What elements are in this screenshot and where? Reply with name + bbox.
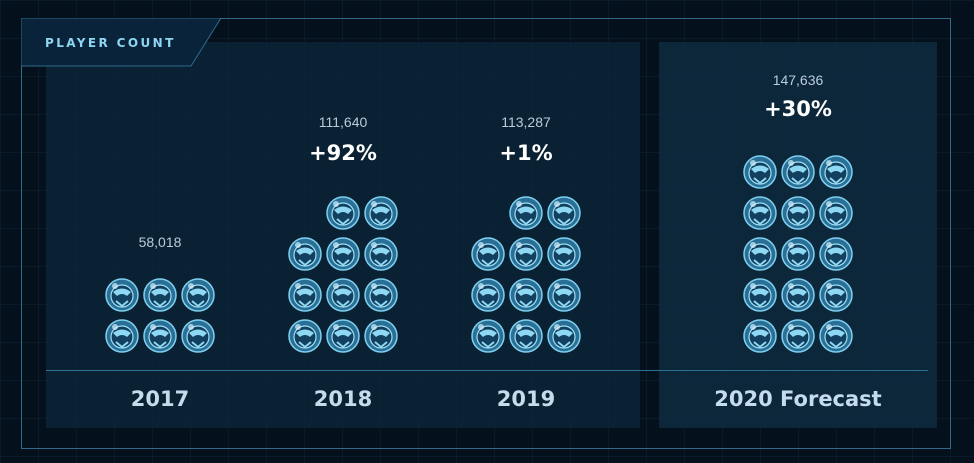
helmet-icon (781, 155, 815, 189)
helmet-icon (326, 196, 360, 230)
category-label-2017: 2017 (130, 387, 190, 411)
growth-label-2019: +1% (499, 141, 553, 165)
helmet-icon (743, 319, 777, 353)
helmet-icon (547, 196, 581, 230)
chart-panel (46, 42, 640, 428)
helmet-icon (819, 155, 853, 189)
x-axis-line (46, 370, 928, 371)
helmet-icon (288, 319, 322, 353)
value-label-2020-forecast: 147,636 (772, 72, 824, 88)
value-label-2017: 58,018 (138, 234, 182, 250)
helmet-icon (288, 237, 322, 271)
helmet-icon (326, 278, 360, 312)
helmet-icon (743, 278, 777, 312)
category-label-2018: 2018 (313, 387, 373, 411)
helmet-icon (364, 196, 398, 230)
helmet-icon (143, 319, 177, 353)
helmet-icon (509, 278, 543, 312)
growth-label-2020-forecast: +30% (764, 97, 832, 121)
helmet-icon (326, 319, 360, 353)
helmet-icon (781, 237, 815, 271)
helmet-icon (509, 237, 543, 271)
helmet-icon (143, 278, 177, 312)
helmet-icon (105, 278, 139, 312)
helmet-icon (743, 155, 777, 189)
helmet-icon (105, 319, 139, 353)
helmet-icon (181, 319, 215, 353)
helmet-icon (471, 237, 505, 271)
value-label-2018: 111,640 (318, 114, 368, 130)
category-label-2020-forecast: 2020 Forecast (714, 387, 882, 411)
helmet-icon (547, 319, 581, 353)
helmet-icon (743, 237, 777, 271)
outer-frame (21, 18, 951, 449)
chart-title: PLAYER COUNT (45, 36, 176, 50)
category-label-2019: 2019 (496, 387, 556, 411)
value-label-2019: 113,287 (501, 114, 551, 130)
helmet-icon (326, 237, 360, 271)
helmet-icon (547, 237, 581, 271)
helmet-icon (364, 319, 398, 353)
helmet-icon (181, 278, 215, 312)
growth-label-2018: +92% (309, 141, 377, 165)
helmet-icon (819, 319, 853, 353)
helmet-icon (471, 278, 505, 312)
helmet-icon (471, 319, 505, 353)
helmet-icon (509, 319, 543, 353)
helmet-icon (743, 196, 777, 230)
helmet-icon (819, 278, 853, 312)
helmet-icon (819, 237, 853, 271)
helmet-icon (288, 278, 322, 312)
forecast-panel (659, 42, 937, 428)
helmet-icon (364, 278, 398, 312)
helmet-icon (781, 196, 815, 230)
helmet-icon (364, 237, 398, 271)
helmet-icon (547, 278, 581, 312)
helmet-icon (781, 278, 815, 312)
helmet-icon (509, 196, 543, 230)
title-tab (21, 18, 221, 67)
helmet-icon (781, 319, 815, 353)
helmet-icon (819, 196, 853, 230)
